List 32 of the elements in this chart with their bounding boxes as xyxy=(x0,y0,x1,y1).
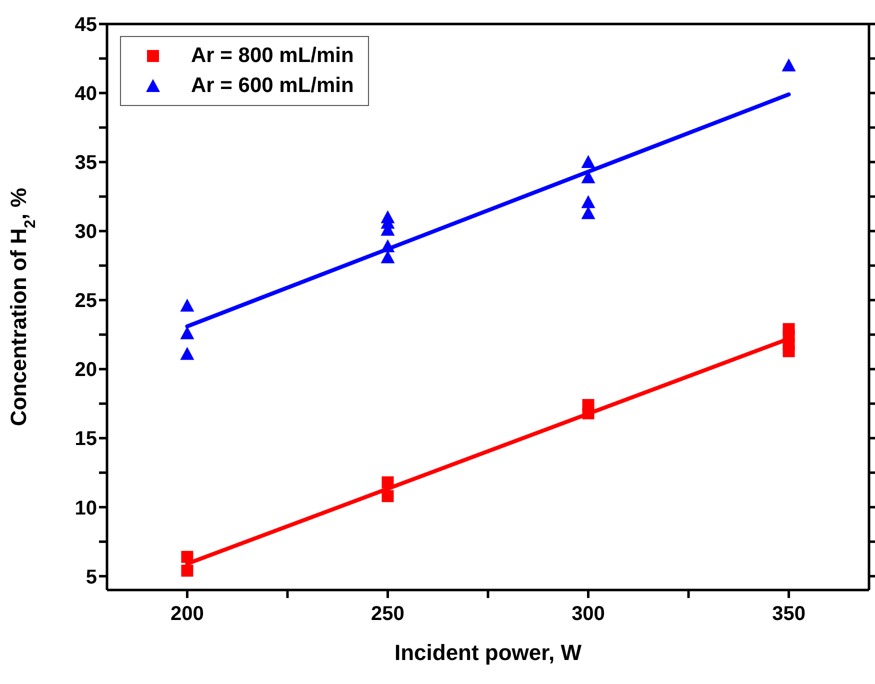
y-tick-label: 35 xyxy=(74,152,97,174)
point xyxy=(782,58,796,72)
legend-label: Ar = 800 mL/min xyxy=(191,44,354,68)
y-tick-label: 45 xyxy=(74,14,97,36)
y-tick-label: 20 xyxy=(74,359,97,382)
y-tick-label: 40 xyxy=(74,83,97,106)
point xyxy=(180,346,194,360)
x-tick-label: 200 xyxy=(170,603,204,626)
x-tick-label: 250 xyxy=(371,603,404,626)
x-tick-label: 300 xyxy=(572,603,605,626)
y-tick-label: 30 xyxy=(74,221,97,244)
point xyxy=(782,323,795,336)
y-tick-label: 15 xyxy=(74,428,97,450)
point xyxy=(581,155,596,168)
point xyxy=(581,195,596,208)
point xyxy=(380,239,395,252)
point xyxy=(382,490,394,502)
point xyxy=(180,298,194,312)
point xyxy=(380,210,395,224)
point xyxy=(581,206,596,220)
point xyxy=(181,564,194,577)
y-tick-label: 5 xyxy=(86,566,97,588)
point xyxy=(380,250,395,264)
x-axis-title: Incident power, W xyxy=(394,640,582,665)
x-tick-label: 350 xyxy=(772,603,806,626)
point xyxy=(582,399,594,412)
y-tick-label: 10 xyxy=(74,497,97,520)
point xyxy=(181,550,194,563)
point xyxy=(180,326,194,340)
y-tick-label: 25 xyxy=(74,290,97,312)
point xyxy=(382,476,394,488)
legend-label: Ar = 600 mL/min xyxy=(191,74,354,98)
